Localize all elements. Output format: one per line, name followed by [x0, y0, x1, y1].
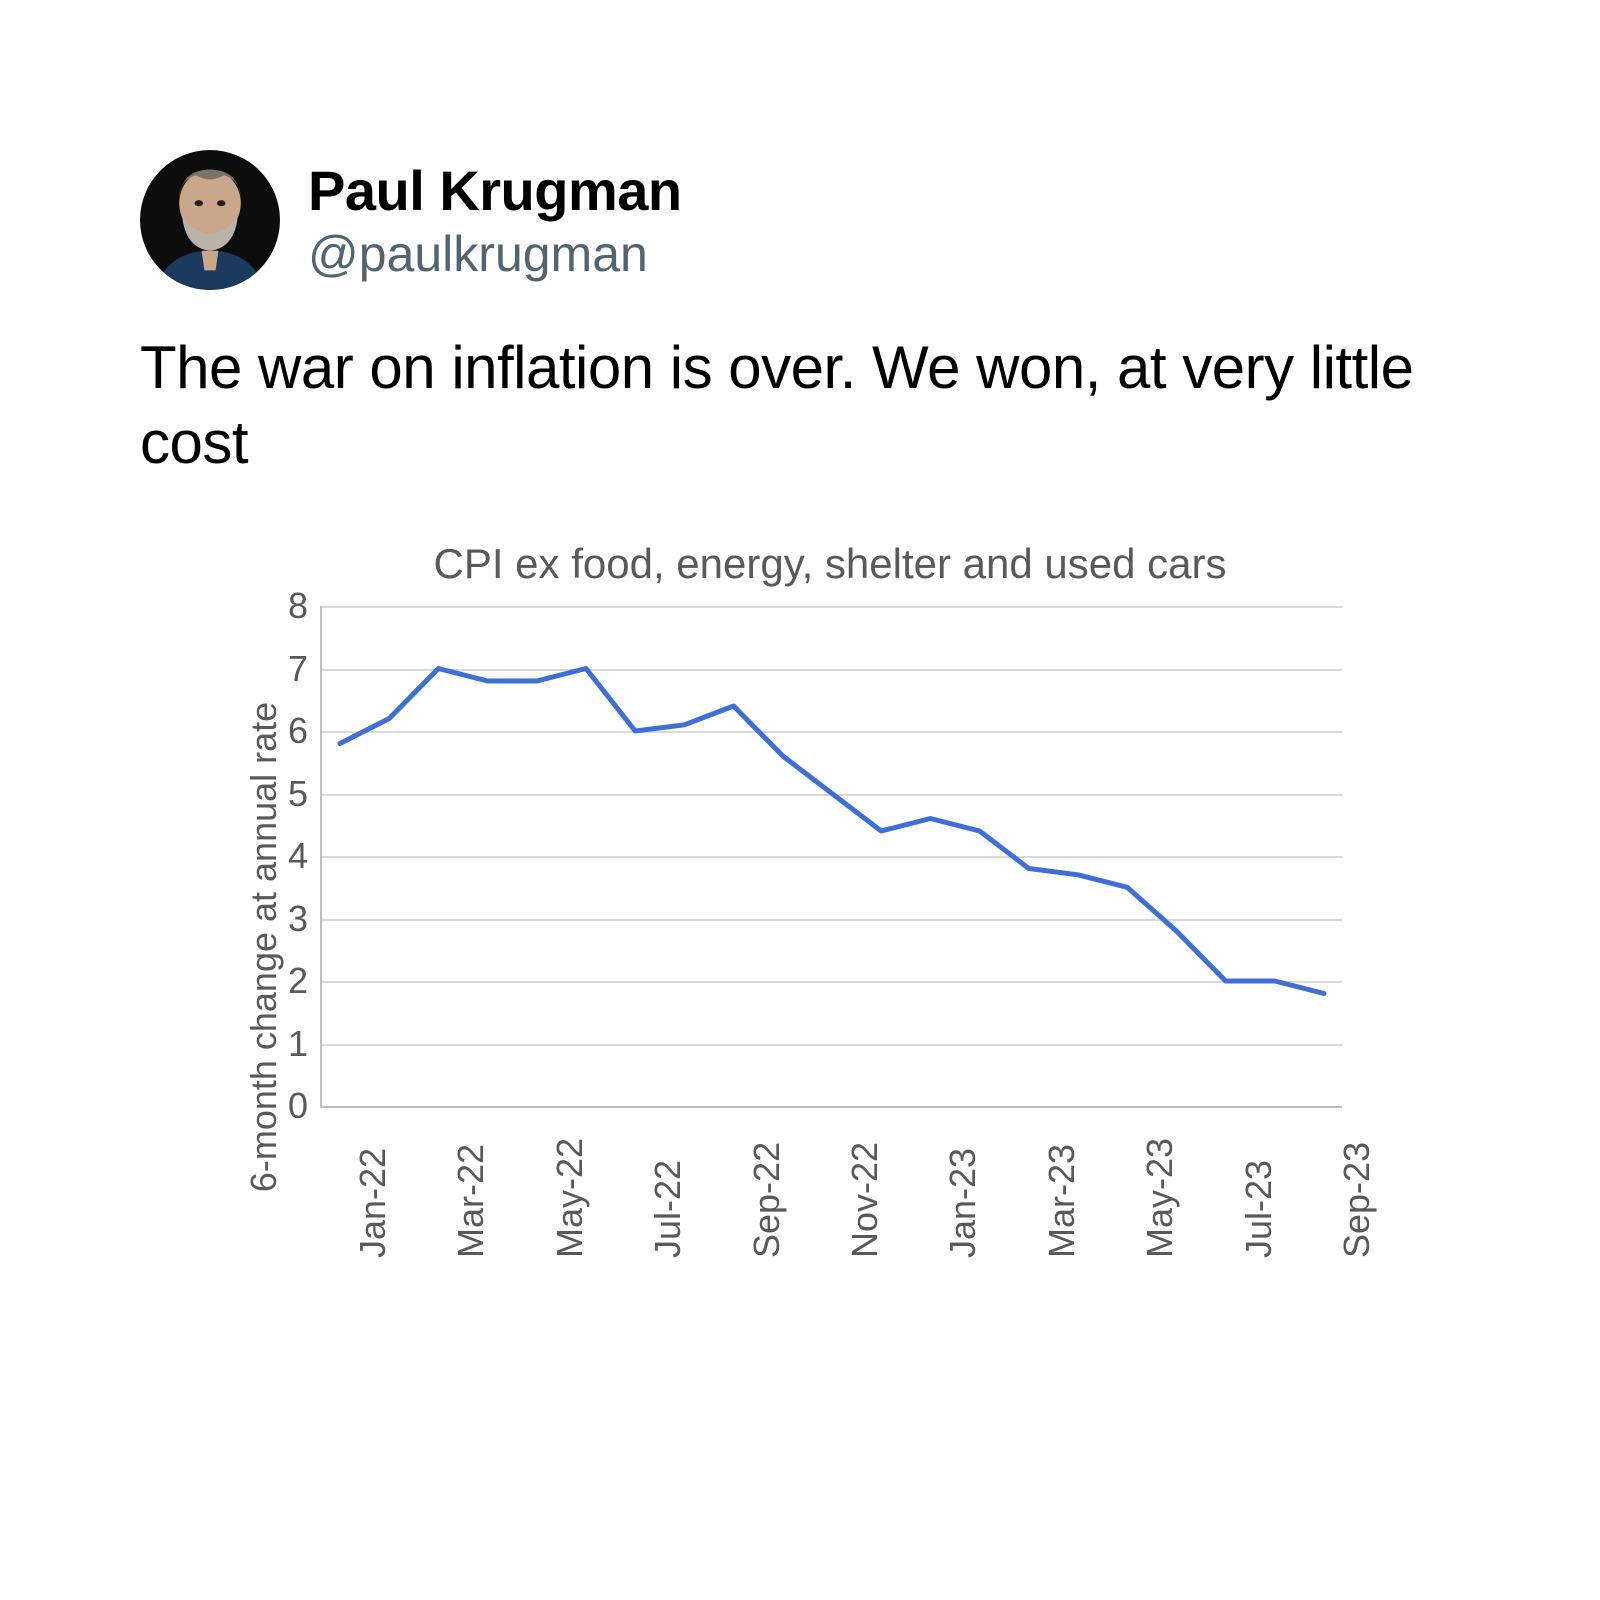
y-axis-ticks: 876543210 [288, 606, 320, 1106]
line-series [322, 606, 1342, 1106]
cpi-line [340, 669, 1324, 994]
x-axis-ticks: Jan-22 Mar-22 May-22 Jul-22 Sep-22 Nov-22 Jan-… [320, 1108, 1340, 1288]
x-tick: Mar-22 [450, 1144, 492, 1258]
x-tick: May-23 [1139, 1138, 1181, 1258]
chart: CPI ex food, energy, shelter and used ca… [240, 540, 1420, 1288]
x-tick: May-22 [549, 1138, 591, 1258]
x-tick: Nov-22 [844, 1142, 886, 1258]
y-axis-label: 6-month change at annual rate [243, 702, 285, 1192]
x-tick: Jul-23 [1238, 1160, 1280, 1258]
avatar[interactable] [140, 150, 280, 290]
name-block: Paul Krugman @paulkrugman [308, 158, 682, 283]
tweet-text: The war on inflation is over. We won, at… [140, 330, 1440, 480]
x-tick: Jan-22 [352, 1148, 394, 1258]
x-tick: Sep-22 [746, 1142, 788, 1258]
plot-area [320, 606, 1342, 1108]
y-axis-label-wrap: 6-month change at annual rate [240, 606, 288, 1288]
x-tick: Mar-23 [1041, 1144, 1083, 1258]
handle[interactable]: @paulkrugman [308, 225, 682, 283]
tweet-card: Paul Krugman @paulkrugman The war on inf… [140, 150, 1460, 1288]
avatar-image [140, 150, 280, 290]
chart-title: CPI ex food, energy, shelter and used ca… [240, 540, 1420, 588]
x-tick: Jan-23 [942, 1148, 984, 1258]
display-name[interactable]: Paul Krugman [308, 158, 682, 223]
x-tick: Sep-23 [1336, 1142, 1378, 1258]
tweet-header: Paul Krugman @paulkrugman [140, 150, 1460, 290]
x-tick: Jul-22 [647, 1160, 689, 1258]
chart-body: 6-month change at annual rate 876543210 … [240, 606, 1420, 1288]
